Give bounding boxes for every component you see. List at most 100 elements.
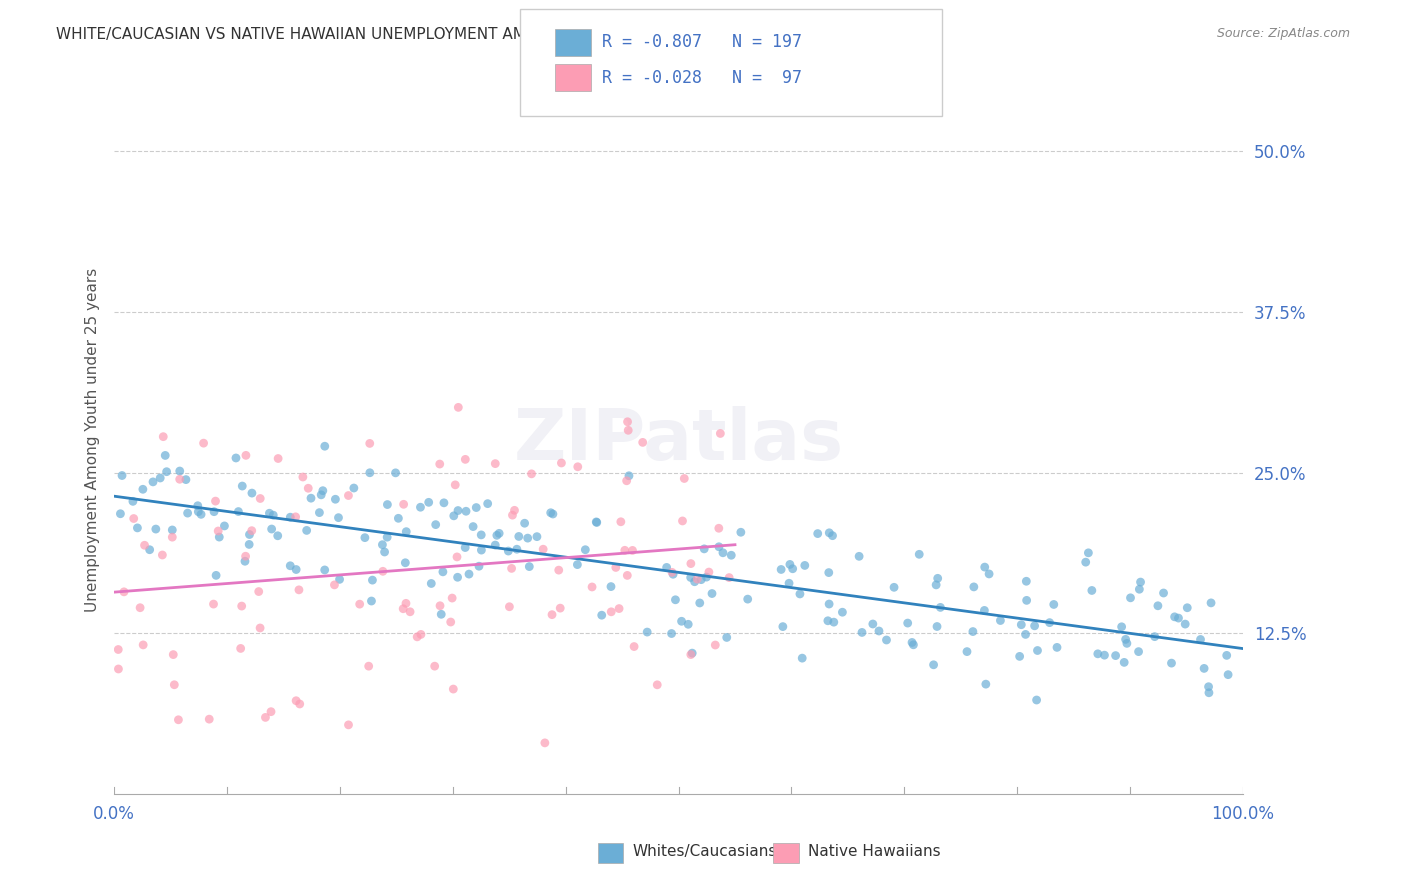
Whites/Caucasians — [231, 479, 253, 493]
Native Hawaiians — [423, 659, 446, 673]
Whites/Caucasians — [359, 466, 381, 480]
Native Hawaiians — [679, 648, 702, 662]
Native Hawaiians — [440, 615, 463, 629]
Whites/Caucasians — [432, 565, 454, 579]
Whites/Caucasians — [695, 570, 717, 584]
Whites/Caucasians — [817, 566, 839, 580]
Native Hawaiians — [613, 543, 636, 558]
Native Hawaiians — [371, 564, 394, 578]
Whites/Caucasians — [122, 494, 145, 508]
Whites/Caucasians — [868, 624, 890, 638]
Whites/Caucasians — [387, 511, 409, 525]
Whites/Caucasians — [540, 506, 562, 520]
Native Hawaiians — [132, 638, 155, 652]
Native Hawaiians — [231, 599, 253, 613]
Native Hawaiians — [616, 474, 638, 488]
Whites/Caucasians — [477, 497, 499, 511]
Whites/Caucasians — [585, 515, 607, 529]
Whites/Caucasians — [1128, 645, 1150, 659]
Native Hawaiians — [122, 511, 145, 525]
Whites/Caucasians — [1199, 596, 1222, 610]
Text: R = -0.028   N =  97: R = -0.028 N = 97 — [602, 69, 801, 87]
Whites/Caucasians — [990, 614, 1012, 628]
Whites/Caucasians — [516, 531, 538, 545]
Native Hawaiians — [707, 521, 730, 535]
Whites/Caucasians — [792, 651, 814, 665]
Whites/Caucasians — [394, 556, 416, 570]
Native Hawaiians — [167, 713, 190, 727]
Whites/Caucasians — [485, 528, 508, 542]
Native Hawaiians — [550, 456, 572, 470]
Native Hawaiians — [235, 549, 257, 564]
Whites/Caucasians — [202, 505, 225, 519]
Native Hawaiians — [679, 557, 702, 571]
Whites/Caucasians — [600, 580, 623, 594]
Whites/Caucasians — [454, 541, 477, 555]
Text: R = -0.807   N = 197: R = -0.807 N = 197 — [602, 33, 801, 51]
Whites/Caucasians — [1087, 647, 1109, 661]
Native Hawaiians — [297, 481, 319, 495]
Native Hawaiians — [704, 638, 727, 652]
Whites/Caucasians — [1115, 636, 1137, 650]
Whites/Caucasians — [1198, 686, 1220, 700]
Whites/Caucasians — [443, 508, 465, 523]
Whites/Caucasians — [325, 492, 347, 507]
Whites/Caucasians — [238, 537, 260, 551]
Native Hawaiians — [617, 423, 640, 437]
Native Hawaiians — [152, 430, 174, 444]
Whites/Caucasians — [1010, 617, 1032, 632]
Native Hawaiians — [567, 459, 589, 474]
Text: WHITE/CAUCASIAN VS NATIVE HAWAIIAN UNEMPLOYMENT AMONG YOUTH UNDER 25 YEARS CORRE: WHITE/CAUCASIAN VS NATIVE HAWAIIAN UNEMP… — [56, 27, 927, 42]
Whites/Caucasians — [818, 525, 841, 540]
Whites/Caucasians — [145, 522, 167, 536]
Whites/Caucasians — [409, 500, 432, 515]
Native Hawaiians — [107, 642, 129, 657]
Whites/Caucasians — [655, 560, 678, 574]
Native Hawaiians — [621, 543, 644, 558]
Whites/Caucasians — [817, 614, 839, 628]
Native Hawaiians — [581, 580, 603, 594]
Whites/Caucasians — [883, 580, 905, 594]
Whites/Caucasians — [1143, 630, 1166, 644]
Native Hawaiians — [284, 509, 307, 524]
Native Hawaiians — [616, 415, 638, 429]
Whites/Caucasians — [793, 558, 815, 573]
Whites/Caucasians — [308, 506, 330, 520]
Whites/Caucasians — [1128, 582, 1150, 597]
Whites/Caucasians — [661, 626, 683, 640]
Whites/Caucasians — [1175, 600, 1198, 615]
Whites/Caucasians — [454, 504, 477, 518]
Whites/Caucasians — [779, 558, 801, 572]
Whites/Caucasians — [240, 486, 263, 500]
Whites/Caucasians — [314, 563, 336, 577]
Whites/Caucasians — [1160, 656, 1182, 670]
Whites/Caucasians — [132, 483, 155, 497]
Native Hawaiians — [249, 491, 271, 506]
Whites/Caucasians — [1215, 648, 1237, 663]
Whites/Caucasians — [314, 439, 336, 453]
Whites/Caucasians — [278, 558, 301, 573]
Whites/Caucasians — [1094, 648, 1116, 662]
Whites/Caucasians — [585, 516, 607, 530]
Whites/Caucasians — [458, 567, 481, 582]
Whites/Caucasians — [468, 559, 491, 574]
Whites/Caucasians — [187, 499, 209, 513]
Whites/Caucasians — [1115, 632, 1137, 647]
Whites/Caucasians — [1163, 610, 1185, 624]
Whites/Caucasians — [737, 592, 759, 607]
Native Hawaiians — [520, 467, 543, 481]
Native Hawaiians — [323, 578, 346, 592]
Whites/Caucasians — [1129, 575, 1152, 590]
Whites/Caucasians — [690, 573, 713, 587]
Y-axis label: Unemployment Among Youth under 25 years: Unemployment Among Youth under 25 years — [86, 268, 100, 613]
Whites/Caucasians — [711, 546, 734, 560]
Native Hawaiians — [357, 659, 380, 673]
Whites/Caucasians — [470, 528, 492, 542]
Whites/Caucasians — [155, 449, 177, 463]
Whites/Caucasians — [110, 507, 132, 521]
Native Hawaiians — [349, 597, 371, 611]
Native Hawaiians — [631, 435, 654, 450]
Whites/Caucasians — [420, 576, 443, 591]
Whites/Caucasians — [821, 529, 844, 543]
Whites/Caucasians — [848, 549, 870, 564]
